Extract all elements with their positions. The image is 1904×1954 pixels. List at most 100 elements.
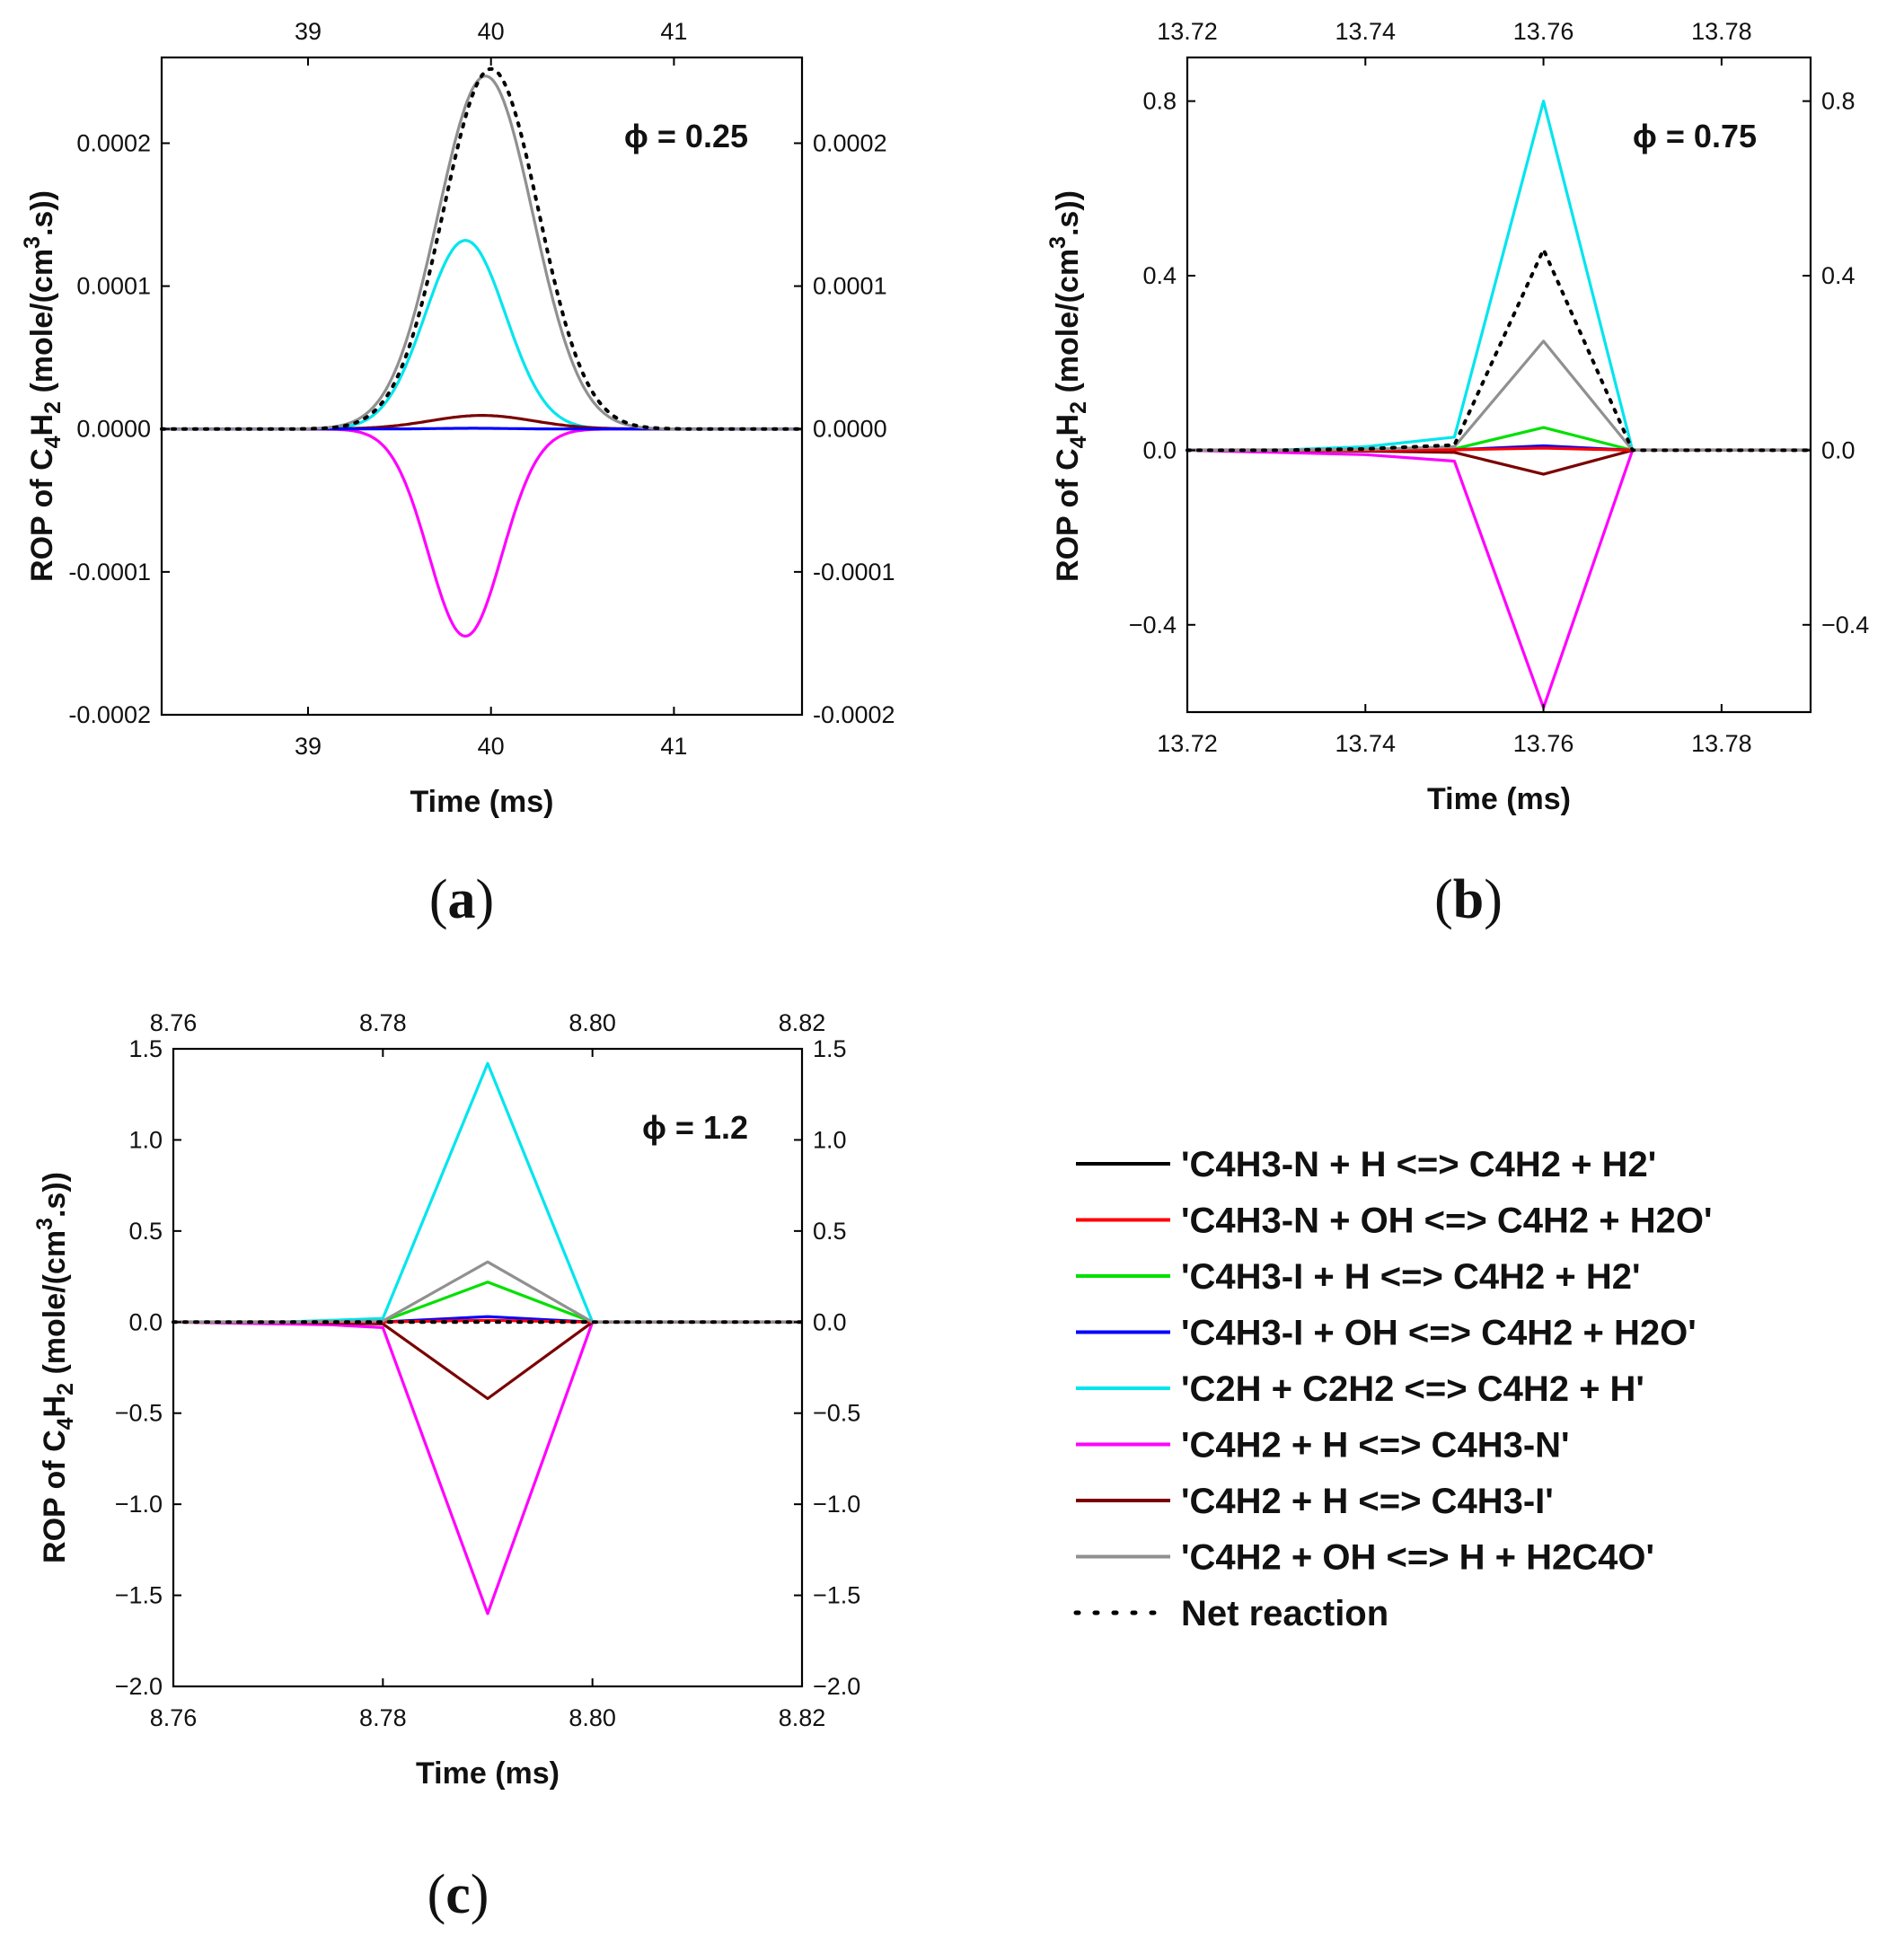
x-tick-label-top: 13.78 [1691, 18, 1752, 45]
x-tick-label-top: 13.74 [1335, 18, 1396, 45]
phi-annotation: ϕ = 0.75 [1633, 118, 1757, 154]
plot-frame [172, 1047, 804, 1688]
x-tick-label-bottom: 8.80 [569, 1704, 616, 1731]
y-tick-label-right: 0.0 [813, 1308, 847, 1335]
x-tick-label-bottom: 40 [478, 733, 505, 760]
y-axis-label-part: (mole/(cm [25, 249, 59, 401]
x-tick-label-top: 8.82 [779, 1009, 826, 1036]
y-axis-label-part: .s)) [25, 190, 59, 236]
series-group [172, 1061, 804, 1615]
legend-label: 'C4H3-I + OH <=> C4H2 + H2O' [1181, 1314, 1697, 1353]
y-tick-label-left: −0.5 [115, 1400, 163, 1427]
y-tick-label-left: 1.0 [128, 1126, 163, 1153]
x-tick-label-top: 39 [295, 18, 322, 45]
panel-letter-paren: ) [1484, 869, 1503, 930]
panel-letter: (b) [1434, 869, 1503, 930]
y-tick-label-left: 1.5 [128, 1035, 163, 1062]
y-axis-label-part: (mole/(cm [38, 1230, 72, 1383]
y-tick-label-right: −0.5 [813, 1400, 860, 1427]
x-tick-label-top: 13.72 [1157, 18, 1218, 45]
x-axis-label: Time (ms) [416, 1756, 560, 1791]
y-axis-label-part: H [25, 414, 59, 436]
y-tick-label-left: 0.0002 [76, 129, 151, 156]
x-tick-label-bottom: 39 [295, 733, 322, 760]
panel-letter-char: c [445, 1864, 471, 1925]
y-tick-label-left: 0.0 [128, 1308, 163, 1335]
y-axis-label-part: 2 [53, 1383, 78, 1395]
plot-frame [1186, 56, 1812, 714]
series-line-net-reaction [1186, 247, 1812, 453]
x-tick-label-bottom: 8.76 [150, 1704, 198, 1731]
y-axis-label: ROP of C4H2 (mole/(cm3.s)) [20, 190, 66, 582]
x-tick-label-bottom: 8.78 [359, 1704, 407, 1731]
panel-letter-paren: ( [428, 1864, 446, 1925]
y-axis-label-part: ROP of C [25, 448, 59, 582]
y-tick-label-right: 0.4 [1821, 262, 1856, 289]
series-line-c4h2-oh-h-h2c4o [1187, 339, 1811, 452]
panel-letter-char: a [448, 869, 476, 930]
y-tick-label-left: 0.0001 [76, 273, 151, 300]
series-line-net-reaction [160, 66, 804, 431]
y-tick-label-right: 0.0002 [813, 129, 887, 156]
y-tick-label-left: -0.0001 [68, 559, 151, 585]
y-tick-label-left: 0.4 [1142, 262, 1177, 289]
x-tick-label-top: 8.76 [150, 1009, 198, 1036]
legend-label: 'C2H + C2H2 <=> C4H2 + H' [1181, 1369, 1644, 1409]
y-axis-label-part: 4 [53, 1417, 78, 1430]
y-tick-label-right: 0.0000 [813, 416, 887, 443]
y-tick-label-left: 0.5 [128, 1218, 163, 1245]
panel-letter: (a) [429, 869, 494, 930]
plot-frame [160, 56, 804, 717]
y-axis-label-part: 3 [1045, 236, 1071, 249]
y-tick-label-left: -0.0002 [68, 701, 151, 728]
chart-panel-b: 13.72 13.72 13.74 13.74 13.76 13.76 13.78 13.78… [1045, 18, 1869, 930]
y-axis-label-part: .s)) [38, 1172, 72, 1218]
y-axis-label-part: ROP of C [38, 1430, 72, 1563]
chart-panel-c: 8.76 8.76 8.78 8.78 8.80 8.80 8.82 8.82 −2.0 −2.0… [32, 1009, 860, 1925]
y-tick-label-right: 0.0 [1821, 436, 1856, 463]
y-axis-label-part: 3 [32, 1218, 57, 1230]
x-tick-label-top: 8.78 [359, 1009, 407, 1036]
legend-label: 'C4H3-N + H <=> C4H2 + H2' [1181, 1145, 1656, 1184]
x-tick-label-top: 13.76 [1513, 18, 1574, 45]
phi-annotation: ϕ = 0.25 [624, 118, 748, 154]
legend-label: Net reaction [1181, 1594, 1388, 1633]
y-tick-label-left: 0.0000 [76, 416, 151, 443]
y-tick-label-right: 0.0001 [813, 273, 887, 300]
x-tick-label-bottom: 13.78 [1691, 730, 1752, 757]
series-line-c2h-c2h2-c4h2-h [162, 239, 802, 431]
y-tick-label-right: -0.0002 [813, 701, 895, 728]
y-tick-label-left: −0.4 [1129, 612, 1177, 638]
y-tick-label-right: 0.5 [813, 1218, 847, 1245]
panel-letter-paren: ) [471, 1864, 489, 1925]
y-axis-label-part: 4 [40, 436, 66, 448]
y-axis-label-part: ROP of C [1051, 448, 1085, 582]
y-tick-label-right: 1.5 [813, 1035, 847, 1062]
series-line-c4h2-h-c4h3-n [1186, 448, 1811, 709]
legend: 'C4H3-N + H <=> C4H2 + H2' 'C4H3-N + OH <… [1073, 1145, 1712, 1633]
series-line-c4h2-h-c4h3-n [162, 427, 802, 638]
series-line-c4h2-oh-h-h2c4o [173, 1260, 802, 1324]
y-tick-label-right: 1.0 [813, 1126, 847, 1153]
series-line-c4h2-h-c4h3-n [172, 1320, 802, 1615]
panel-letter-paren: ) [476, 869, 495, 930]
x-tick-label-bottom: 13.76 [1513, 730, 1574, 757]
y-axis-label: ROP of C4H2 (mole/(cm3.s)) [1045, 190, 1091, 582]
y-tick-label-right: −0.4 [1821, 612, 1869, 638]
y-axis-label-part: (mole/(cm [1051, 249, 1085, 401]
y-axis-label-part: 2 [40, 401, 66, 414]
y-axis-label-part: H [1051, 414, 1085, 436]
x-tick-label-top: 41 [660, 18, 687, 45]
x-axis-label: Time (ms) [1427, 782, 1571, 816]
x-axis-label: Time (ms) [410, 785, 554, 819]
panel-letter-paren: ( [1434, 869, 1453, 930]
chart-panel-a: 39 39 40 40 41 41 -0.0002 -0.0002 -0.0001 -0.0001… [20, 18, 895, 930]
y-tick-label-right: −1.0 [813, 1491, 860, 1518]
y-axis-label-part: 2 [1066, 401, 1091, 414]
legend-label: 'C4H2 + H <=> C4H3-N' [1181, 1426, 1570, 1466]
y-tick-label-right: −2.0 [813, 1673, 860, 1700]
y-axis-label: ROP of C4H2 (mole/(cm3.s)) [32, 1172, 78, 1563]
x-tick-label-bottom: 41 [660, 733, 687, 760]
panel-letter: (c) [428, 1864, 489, 1925]
